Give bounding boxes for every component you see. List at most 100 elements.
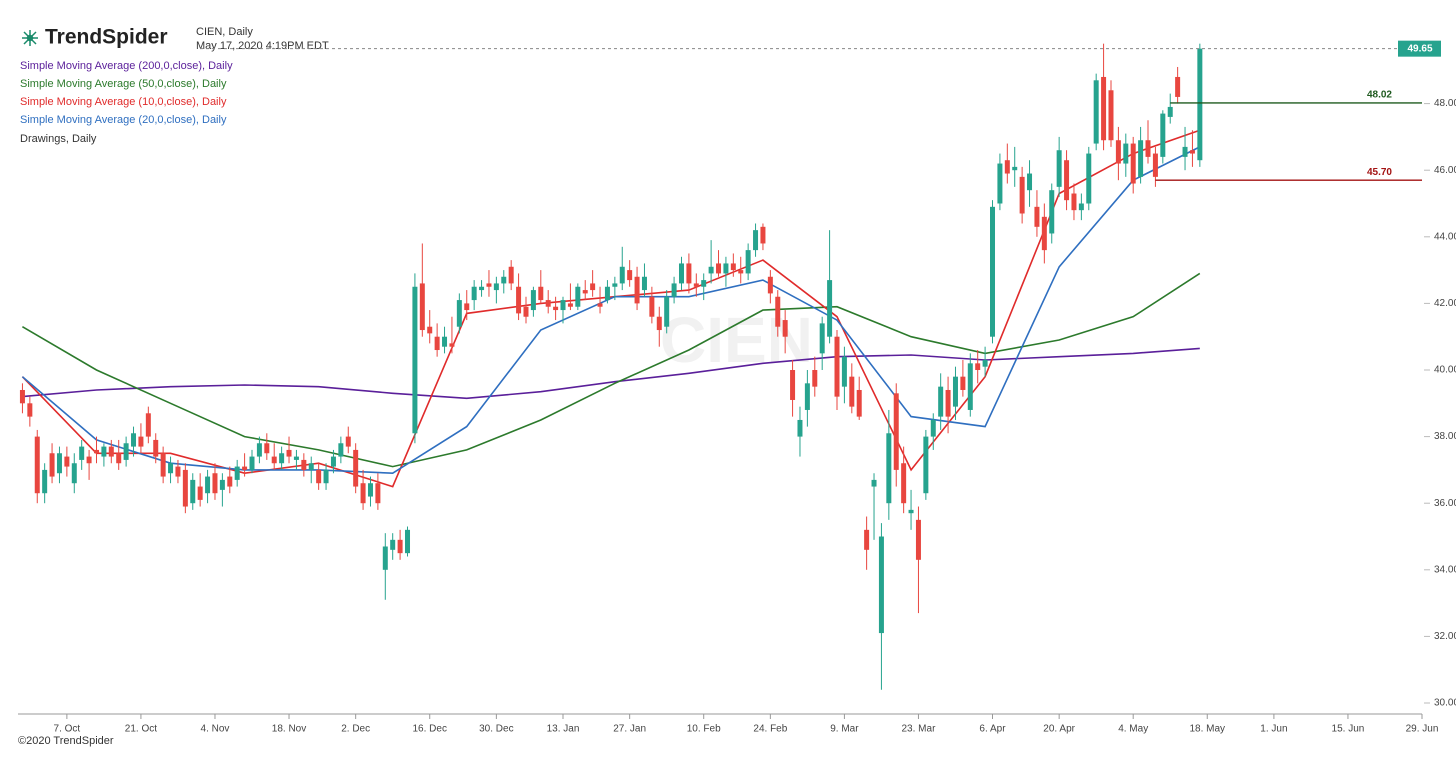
- x-tick-label: 10. Feb: [687, 724, 721, 735]
- candle-body: [434, 336, 440, 351]
- candle-body: [279, 453, 285, 464]
- x-tick-label: 16. Dec: [412, 724, 446, 735]
- candle-body: [849, 376, 855, 407]
- candle-body: [1130, 143, 1136, 184]
- candle-body: [516, 286, 522, 314]
- logo-icon: [22, 30, 38, 46]
- candle-body: [767, 276, 773, 294]
- candle-body: [538, 286, 544, 301]
- candle-body: [1041, 216, 1047, 251]
- candle-body: [982, 360, 988, 367]
- candle-body: [1078, 203, 1084, 211]
- candle-body: [219, 479, 225, 490]
- candle-body: [723, 263, 729, 274]
- candle-body: [405, 529, 411, 554]
- candle-body: [1027, 173, 1033, 191]
- candle-body: [686, 263, 692, 284]
- candle-body: [893, 393, 899, 470]
- candle-body: [168, 463, 174, 474]
- candle-body: [34, 436, 40, 494]
- candle-body: [782, 320, 788, 337]
- y-tick-label: 34.00: [1434, 564, 1456, 575]
- x-tick-label: 20. Apr: [1043, 724, 1075, 735]
- candle-body: [649, 296, 655, 317]
- candle-body: [627, 270, 633, 281]
- footer: ©2020 TrendSpider: [18, 735, 114, 747]
- candle-body: [249, 456, 255, 470]
- x-tick-label: 4. May: [1118, 724, 1148, 735]
- logo: TrendSpider: [22, 26, 168, 49]
- candle-body: [634, 276, 640, 304]
- candle-body: [1034, 206, 1040, 227]
- candle-body: [397, 539, 403, 554]
- candle-body: [464, 303, 470, 311]
- candle-body: [49, 453, 55, 477]
- candle-body: [116, 453, 122, 464]
- y-tick-label: 42.00: [1434, 298, 1456, 309]
- candle-body: [1108, 90, 1114, 141]
- candle-body: [619, 266, 625, 284]
- candle-body: [493, 283, 499, 291]
- candle-body: [753, 230, 759, 251]
- candle-body: [1093, 80, 1099, 144]
- candle-body: [1145, 140, 1151, 157]
- level-label: 45.70: [1367, 167, 1392, 178]
- candle-body: [308, 463, 314, 470]
- y-tick-label: 38.00: [1434, 431, 1456, 442]
- candle-body: [804, 383, 810, 410]
- candle-body: [1152, 153, 1158, 177]
- candle-body: [701, 280, 707, 287]
- candle-body: [834, 336, 840, 397]
- x-tick-label: 4. Nov: [201, 724, 230, 735]
- candle-body: [205, 476, 211, 494]
- legend-entry: Simple Moving Average (10,0,close), Dail…: [20, 96, 227, 108]
- x-tick-label: 6. Apr: [979, 724, 1006, 735]
- candle-body: [293, 456, 299, 460]
- candle-body: [827, 280, 833, 337]
- candle-body: [360, 483, 366, 504]
- candle-body: [160, 453, 166, 477]
- candle-body: [945, 389, 951, 417]
- candle-body: [856, 389, 862, 417]
- candle-body: [353, 449, 359, 487]
- candle-body: [604, 286, 610, 301]
- x-tick-label: 29. Jun: [1406, 724, 1439, 735]
- candle-body: [197, 486, 203, 500]
- candle-body: [1086, 153, 1092, 204]
- candle-body: [79, 446, 85, 460]
- candle-body: [590, 283, 596, 291]
- x-tick-label: 18. Nov: [272, 724, 306, 735]
- y-tick-label: 36.00: [1434, 498, 1456, 509]
- candle-body: [227, 476, 233, 487]
- candle-body: [930, 419, 936, 437]
- y-tick-label: 32.00: [1434, 631, 1456, 642]
- chart-title: CIEN, Daily: [196, 26, 253, 38]
- candle-body: [286, 449, 292, 457]
- candle-body: [175, 466, 181, 477]
- candle-body: [301, 459, 307, 470]
- candle-body: [760, 226, 766, 244]
- candle-body: [427, 326, 433, 334]
- candle-body: [790, 370, 796, 400]
- candle-body: [797, 419, 803, 437]
- candle-body: [442, 336, 448, 347]
- candle-body: [716, 263, 722, 274]
- candle-body: [123, 443, 129, 460]
- candle-body: [486, 283, 492, 287]
- candle-body: [664, 296, 670, 327]
- candle-body: [1056, 150, 1062, 187]
- candle-body: [938, 386, 944, 417]
- candle-body: [1138, 140, 1144, 177]
- candle-body: [323, 469, 329, 484]
- last-price-label: 49.65: [1407, 43, 1432, 54]
- candle-body: [738, 270, 744, 274]
- candle-body: [1019, 176, 1025, 214]
- moving-average-line: [21, 272, 1201, 468]
- candle-body: [1004, 160, 1010, 174]
- candle-body: [471, 286, 477, 301]
- candle-body: [1101, 76, 1107, 141]
- y-tick-label: 48.00: [1434, 98, 1456, 109]
- moving-average-line: [22, 347, 1200, 400]
- x-tick-label: 9. Mar: [830, 724, 859, 735]
